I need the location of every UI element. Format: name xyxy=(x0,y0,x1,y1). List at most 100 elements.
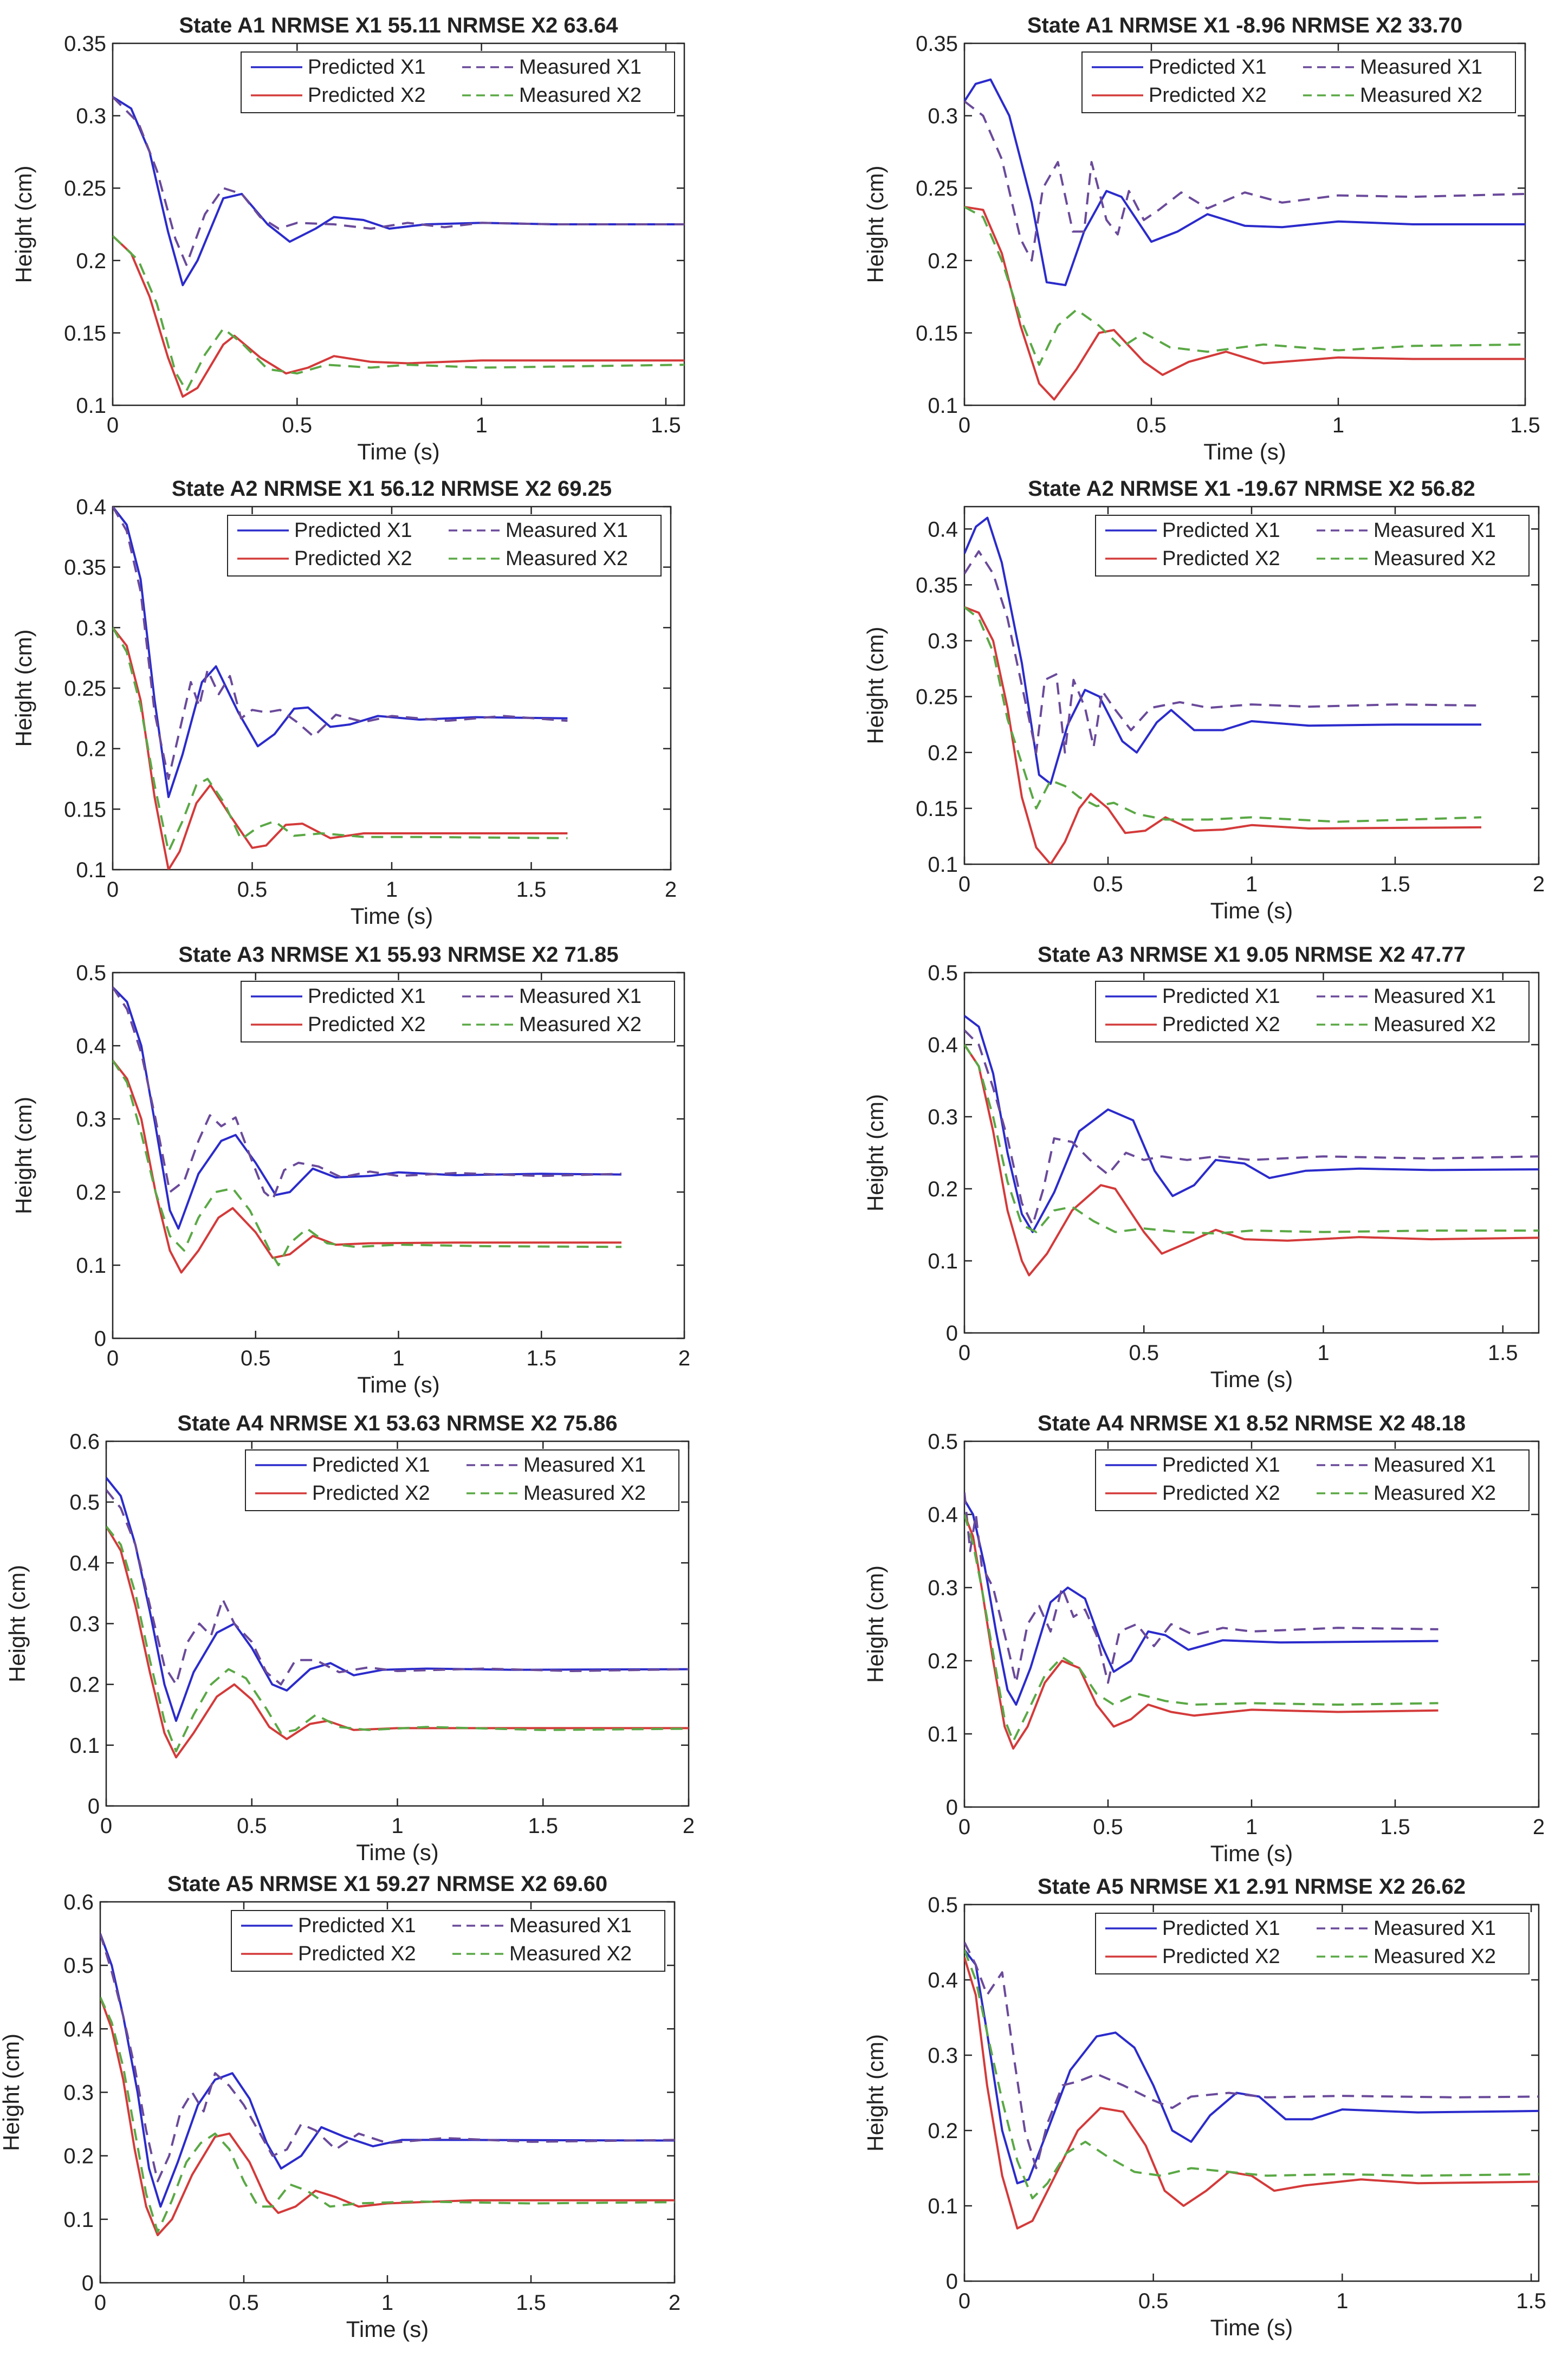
x-tick-label: 0 xyxy=(958,413,970,437)
y-tick-label: 0.35 xyxy=(64,32,106,56)
legend-label-measured-x1: Measured X1 xyxy=(509,1914,632,1937)
x-axis-label: Time (s) xyxy=(351,903,433,929)
chart-title: State A4 NRMSE X1 53.63 NRMSE X2 75.86 xyxy=(177,1411,617,1435)
legend-box xyxy=(1081,51,1516,113)
series-predicted-x2 xyxy=(964,1514,1439,1750)
x-tick-label: 2 xyxy=(1533,872,1545,896)
y-tick-label: 0.2 xyxy=(63,2145,94,2168)
legend: Predicted X1 Measured X1 Predicted X2 Measu… xyxy=(245,1449,679,1511)
legend-label-predicted-x2: Predicted X2 xyxy=(1149,84,1267,107)
chart-a2l: State A2 NRMSE X1 56.12 NRMSE X2 69.250 0… xyxy=(11,477,677,929)
y-tick-label: 0.4 xyxy=(928,1033,958,1057)
series-predicted-x1 xyxy=(113,986,622,1230)
chart-a4r: State A4 NRMSE X1 8.52 NRMSE X2 48.18 0 0.… xyxy=(863,1411,1545,1866)
legend-label-measured-x1: Measured X1 xyxy=(519,56,642,79)
legend-label-measured-x1: Measured X1 xyxy=(523,1454,646,1477)
y-tick-label: 0.2 xyxy=(76,1181,106,1205)
x-tick-label: 0.5 xyxy=(282,413,313,437)
x-axis-label: Time (s) xyxy=(1210,1841,1293,1866)
legend-label-predicted-x2: Predicted X2 xyxy=(1162,1945,1280,1968)
legend-label-predicted-x2: Predicted X2 xyxy=(1162,1482,1280,1505)
legend: Predicted X1 Measured X1 Predicted X2 Measu… xyxy=(241,981,675,1042)
series-measured-x1 xyxy=(964,1029,1539,1226)
legend-label-measured-x1: Measured X1 xyxy=(1373,1917,1496,1940)
legend-label-measured-x1: Measured X1 xyxy=(1373,519,1496,542)
legend-label-predicted-x2: Predicted X2 xyxy=(298,1942,416,1965)
y-tick-label: 0.35 xyxy=(64,556,106,580)
y-axis-label: Height (cm) xyxy=(11,629,36,747)
x-axis-label: Time (s) xyxy=(1210,898,1293,923)
x-tick-label: 0 xyxy=(958,1341,970,1365)
y-tick-label: 0.3 xyxy=(76,105,106,128)
series-measured-x2 xyxy=(964,606,1482,823)
x-axis-label: Time (s) xyxy=(357,1372,439,1397)
y-tick-label: 0.2 xyxy=(928,249,958,273)
legend-label-measured-x2: Measured X2 xyxy=(1373,1945,1496,1968)
y-tick-label: 0.3 xyxy=(76,616,106,640)
series-measured-x2 xyxy=(113,627,568,853)
x-tick-label: 1.5 xyxy=(516,2291,546,2315)
x-tick-label: 1.5 xyxy=(1510,413,1540,437)
y-tick-label: 0 xyxy=(82,2271,94,2295)
y-tick-label: 0.5 xyxy=(928,1893,958,1917)
y-tick-label: 0.4 xyxy=(928,1969,958,1992)
legend-label-measured-x2: Measured X2 xyxy=(1373,547,1496,570)
y-tick-label: 0.6 xyxy=(69,1430,100,1454)
y-tick-label: 0.2 xyxy=(928,1649,958,1673)
chart-a2r: State A2 NRMSE X1 -19.67 NRMSE X2 56.82 0… xyxy=(863,477,1545,923)
legend-label-measured-x1: Measured X1 xyxy=(1373,985,1496,1008)
y-axis-label: Height (cm) xyxy=(863,1094,888,1212)
legend-box xyxy=(1095,515,1530,577)
legend-label-measured-x2: Measured X2 xyxy=(1373,1482,1496,1505)
x-tick-label: 0.5 xyxy=(1138,2289,1169,2313)
y-tick-label: 0.25 xyxy=(64,677,106,701)
y-tick-label: 0.25 xyxy=(64,177,106,200)
series-predicted-x1 xyxy=(964,78,1525,287)
x-tick-label: 2 xyxy=(669,2291,681,2315)
y-tick-label: 0.1 xyxy=(928,1249,958,1273)
x-tick-label: 0.5 xyxy=(229,2291,259,2315)
x-tick-label: 1.5 xyxy=(528,1814,558,1838)
legend-label-measured-x2: Measured X2 xyxy=(506,547,628,570)
series-predicted-x2 xyxy=(964,1957,1539,2230)
series-measured-x2 xyxy=(964,1949,1539,2200)
x-tick-label: 0.5 xyxy=(1093,872,1123,896)
series-measured-x1 xyxy=(106,1489,689,1686)
legend: Predicted X1 Measured X1 Predicted X2 Measu… xyxy=(1095,1449,1530,1511)
legend-label-predicted-x1: Predicted X1 xyxy=(1162,519,1280,542)
y-tick-label: 0.3 xyxy=(63,2081,94,2105)
x-tick-label: 0.5 xyxy=(237,878,268,902)
y-tick-label: 0.1 xyxy=(76,1254,106,1278)
series-measured-x2 xyxy=(113,235,684,392)
series-predicted-x1 xyxy=(100,1933,675,2208)
chart-a5r: State A5 NRMSE X1 2.91 NRMSE X2 26.62 0 0.… xyxy=(863,1875,1546,2340)
y-tick-label: 0.4 xyxy=(69,1551,100,1575)
y-tick-label: 0.15 xyxy=(64,798,106,821)
y-tick-label: 0.3 xyxy=(76,1108,106,1131)
legend: Predicted X1 Measured X1 Predicted X2 Measu… xyxy=(227,515,662,577)
x-tick-label: 0 xyxy=(107,413,119,437)
chart-a4l: State A4 NRMSE X1 53.63 NRMSE X2 75.860 0… xyxy=(4,1411,695,1865)
y-tick-label: 0.1 xyxy=(928,853,958,877)
y-tick-label: 0.6 xyxy=(63,1890,94,1914)
series-predicted-x2 xyxy=(113,1059,621,1274)
series-measured-x1 xyxy=(113,96,684,266)
y-tick-label: 0.2 xyxy=(69,1673,100,1697)
y-tick-label: 0.3 xyxy=(928,1576,958,1600)
x-axis-label: Time (s) xyxy=(1203,439,1286,464)
x-tick-label: 0 xyxy=(958,872,970,896)
x-axis-label: Time (s) xyxy=(1210,2315,1293,2340)
legend-box xyxy=(231,1910,665,1972)
y-tick-label: 0.2 xyxy=(928,741,958,765)
x-tick-label: 1 xyxy=(476,413,488,437)
legend-label-measured-x2: Measured X2 xyxy=(519,84,642,107)
x-axis-label: Time (s) xyxy=(1210,1367,1293,1392)
y-tick-label: 0.1 xyxy=(69,1734,100,1758)
y-tick-label: 0.4 xyxy=(63,2017,94,2041)
x-tick-label: 0 xyxy=(958,1815,970,1839)
legend-label-predicted-x2: Predicted X2 xyxy=(294,547,412,570)
y-tick-label: 0.1 xyxy=(928,1723,958,1746)
chart-a5l: State A5 NRMSE X1 59.27 NRMSE X2 69.600 0… xyxy=(0,1872,681,2342)
y-tick-label: 0 xyxy=(946,2270,958,2294)
legend-box xyxy=(1095,981,1530,1042)
